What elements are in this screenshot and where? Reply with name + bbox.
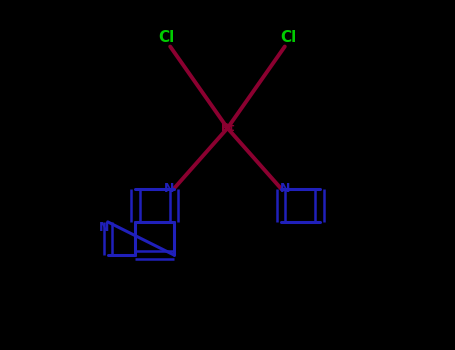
Text: Cl: Cl [280,30,296,46]
Text: N: N [99,220,109,233]
Text: N: N [164,182,175,195]
Text: N: N [280,182,291,195]
Text: Cl: Cl [159,30,175,46]
Text: Pt: Pt [221,123,234,133]
